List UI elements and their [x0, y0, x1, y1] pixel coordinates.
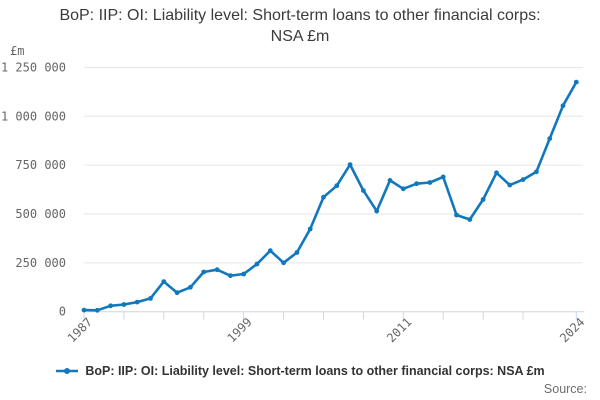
svg-text:2024: 2024: [557, 315, 587, 345]
svg-text:500 000: 500 000: [15, 207, 66, 221]
y-axis-labels: 0 250 000 500 000 750 000 1 000 000 1 250 000: [1, 60, 66, 318]
svg-text:250 000: 250 000: [15, 256, 66, 270]
svg-text:2011: 2011: [384, 315, 414, 345]
x-axis-labels: 1987 1999 2011 2024: [65, 315, 588, 345]
series-line: [82, 80, 578, 312]
legend-series-label: BoP: IIP: OI: Liability level: Short-ter…: [85, 364, 545, 378]
y-axis-unit-label: £m: [10, 44, 25, 58]
svg-text:1 000 000: 1 000 000: [1, 109, 66, 123]
svg-text:1 250 000: 1 250 000: [1, 60, 66, 74]
chart-title: BoP: IIP: OI: Liability level: Short-ter…: [59, 7, 541, 45]
legend-item[interactable]: BoP: IIP: OI: Liability level: Short-ter…: [0, 364, 600, 378]
svg-text:750 000: 750 000: [15, 158, 66, 172]
series-markers: [81, 79, 579, 313]
svg-text:1999: 1999: [224, 315, 254, 345]
source-label: Source:: [543, 382, 587, 396]
y-gridlines: [84, 66, 583, 264]
svg-text:1987: 1987: [65, 315, 95, 345]
x-axis: [83, 311, 584, 320]
svg-text:0: 0: [59, 305, 66, 319]
legend-line-marker-icon: [56, 368, 79, 374]
